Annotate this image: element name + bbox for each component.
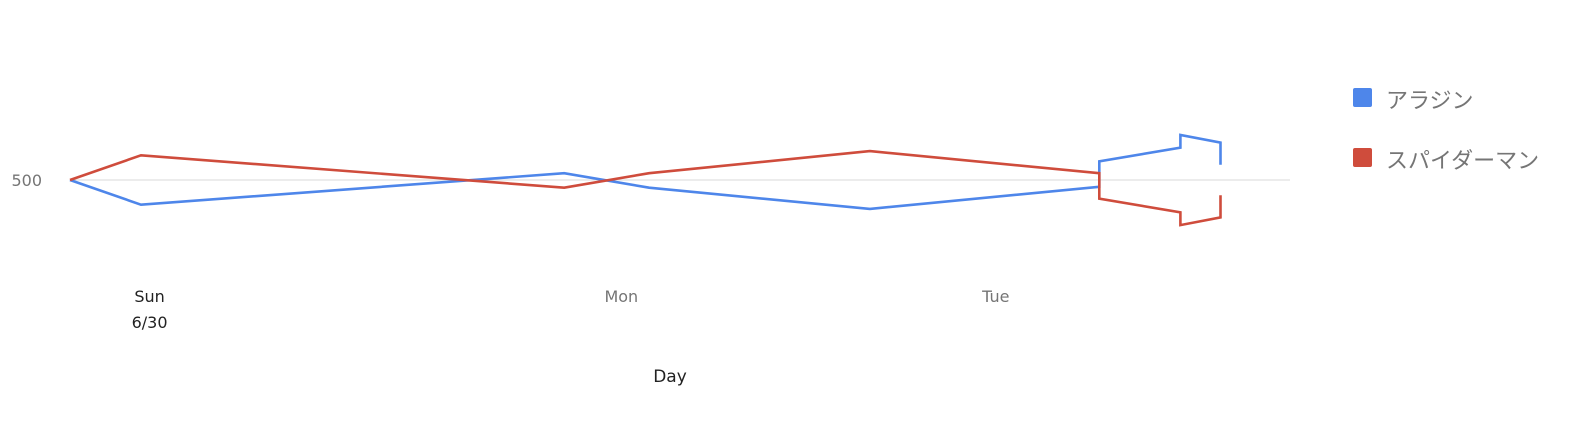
y-tick-label: 500 bbox=[11, 171, 42, 190]
series-line-1 bbox=[69, 133, 1222, 211]
legend-item-1[interactable]: アラジン bbox=[1353, 88, 1474, 114]
legend-swatch bbox=[1353, 88, 1372, 107]
x-tick-sublabel: 6/30 bbox=[132, 313, 168, 332]
legend-item-2[interactable]: スパイダーマン bbox=[1353, 148, 1539, 174]
x-axis-title: Day bbox=[653, 367, 687, 387]
legend-label: スパイダーマン bbox=[1386, 149, 1539, 174]
legend-label: アラジン bbox=[1386, 89, 1474, 114]
series-lines bbox=[69, 133, 1222, 227]
x-tick-label: Mon bbox=[604, 287, 638, 306]
legend-swatch bbox=[1353, 148, 1372, 167]
series-line-2 bbox=[69, 149, 1222, 227]
x-tick-label: Tue bbox=[981, 287, 1009, 306]
x-axis-ticks: Sun 6/30 Mon Tue bbox=[132, 287, 1010, 332]
x-tick-label: Sun bbox=[134, 287, 164, 306]
y-axis-ticks: 500 bbox=[11, 171, 42, 190]
